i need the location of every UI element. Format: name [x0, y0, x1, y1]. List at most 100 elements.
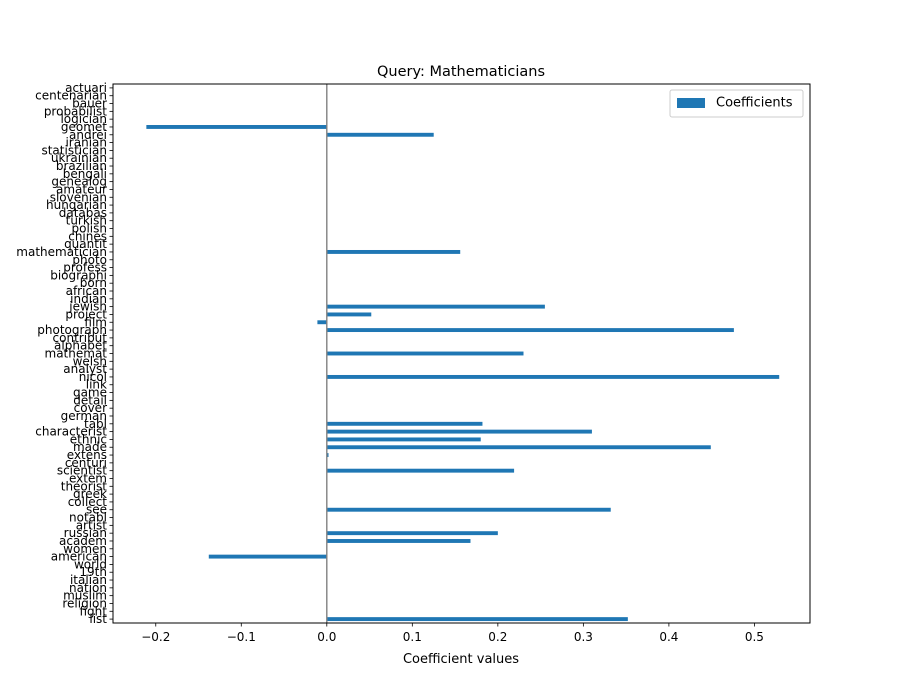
bar-jewish — [326, 304, 545, 309]
y-tick-label: brazilian — [56, 159, 107, 173]
y-tick-label: andrei — [69, 128, 107, 142]
bars-layer — [146, 125, 780, 622]
bar-characterist — [326, 429, 592, 434]
y-tick-label: nicol — [79, 370, 107, 384]
y-tick-label: amateur — [56, 182, 107, 196]
bar-andrei — [326, 132, 434, 137]
x-axis-label: Coefficient values — [403, 652, 519, 667]
y-tick-label: quantit — [64, 237, 107, 251]
y-tick-label: photo — [72, 253, 107, 267]
y-tick-label: russian — [64, 526, 107, 540]
y-tick-label: list — [89, 612, 107, 626]
y-tick-label: african — [66, 284, 107, 298]
y-tick-label: indian — [70, 292, 107, 306]
bar-see — [326, 507, 611, 512]
y-tick-label: profess — [63, 261, 107, 275]
y-tick-label: religion — [62, 596, 107, 610]
y-tick-label: german — [61, 409, 107, 423]
y-tick-label: actuari — [65, 81, 107, 95]
y-tick-label: polish — [72, 222, 107, 236]
y-tick-label: centuri — [65, 456, 107, 470]
y-tick-label: greek — [73, 487, 107, 501]
y-axis-ticks: listfightreligionmuslimnationitalian19th… — [16, 81, 113, 626]
y-tick-label: centenarian — [35, 89, 107, 103]
y-tick-label: muslim — [63, 589, 107, 603]
y-tick-label: ethnic — [70, 432, 107, 446]
chart-title: Query: Mathematicians — [377, 64, 545, 80]
y-tick-label: extem — [69, 471, 107, 485]
y-tick-label: hungarian — [46, 198, 107, 212]
y-tick-label: mathematician — [16, 245, 107, 259]
x-tick-label: 0.0 — [317, 630, 336, 644]
y-tick-label: contribut — [53, 331, 108, 345]
x-tick-label: −0.2 — [141, 630, 170, 644]
y-tick-label: nation — [69, 581, 107, 595]
y-tick-label: databas — [59, 206, 107, 220]
x-tick-label: 0.5 — [745, 630, 764, 644]
y-tick-label: notabl — [69, 511, 107, 525]
bar-american — [208, 554, 327, 559]
y-tick-label: welsh — [73, 354, 107, 368]
bar-academ — [326, 539, 471, 543]
y-tick-label: collect — [68, 495, 108, 509]
x-tick-label: −0.1 — [227, 630, 256, 644]
y-tick-label: extens — [67, 448, 107, 462]
y-tick-label: made — [73, 440, 107, 454]
y-tick-label: scientist — [57, 464, 107, 478]
y-tick-label: film — [84, 315, 107, 329]
y-tick-label: probabilist — [44, 104, 107, 118]
y-tick-label: cover — [74, 401, 107, 415]
x-tick-label: 0.3 — [574, 630, 593, 644]
y-tick-label: alphabet — [54, 339, 107, 353]
bar-ethnic — [326, 437, 481, 442]
y-tick-label: world — [74, 557, 107, 571]
bar-extens — [326, 453, 329, 458]
y-tick-label: logician — [60, 112, 107, 126]
bar-mathemat — [326, 351, 524, 356]
bar-list — [326, 617, 628, 622]
y-tick-label: turkish — [66, 214, 107, 228]
y-tick-label: ukrainian — [51, 151, 107, 165]
y-tick-label: link — [86, 378, 107, 392]
x-tick-label: 0.1 — [403, 630, 422, 644]
y-tick-label: biographi — [50, 268, 107, 282]
y-tick-label: analyst — [63, 362, 107, 376]
y-tick-label: artist — [76, 518, 108, 532]
y-tick-label: chines — [68, 229, 107, 243]
x-tick-label: 0.2 — [488, 630, 507, 644]
legend-swatch — [677, 98, 705, 108]
y-tick-label: american — [51, 550, 107, 564]
y-tick-label: mathemat — [45, 347, 108, 361]
bar-russian — [326, 531, 498, 536]
y-tick-label: statistician — [41, 143, 107, 157]
y-tick-label: iranian — [65, 136, 107, 150]
legend-box — [669, 89, 804, 118]
y-tick-label: italian — [70, 573, 107, 587]
bar-made — [326, 445, 711, 450]
y-tick-label: theorist — [61, 479, 108, 493]
legend-label: Coefficients — [716, 96, 793, 111]
bar-film — [317, 320, 327, 325]
y-tick-label: see — [86, 503, 107, 517]
y-tick-label: bengali — [63, 167, 107, 181]
y-tick-label: fight — [80, 604, 108, 618]
y-tick-label: tabl — [84, 417, 107, 431]
legend: Coefficients — [669, 89, 804, 118]
y-tick-label: slovenian — [50, 190, 107, 204]
bar-nicol — [326, 374, 780, 379]
y-tick-label: genealog — [51, 175, 107, 189]
y-tick-label: game — [73, 386, 107, 400]
y-tick-label: geomet — [61, 120, 107, 134]
x-tick-label: 0.4 — [659, 630, 678, 644]
y-tick-label: bauer — [72, 97, 107, 111]
bar-tabl — [326, 421, 483, 426]
bar-geomet — [146, 125, 327, 129]
bar-photograph — [326, 328, 734, 333]
y-tick-label: project — [65, 307, 107, 321]
bar-project — [326, 312, 372, 317]
x-axis-ticks: −0.2 −0.1 0.0 0.1 0.2 0.3 0.4 0.5 — [141, 623, 764, 644]
y-tick-label: photograph — [37, 323, 107, 337]
y-tick-label: jewish — [68, 300, 107, 314]
y-tick-label: 19th — [79, 565, 107, 579]
